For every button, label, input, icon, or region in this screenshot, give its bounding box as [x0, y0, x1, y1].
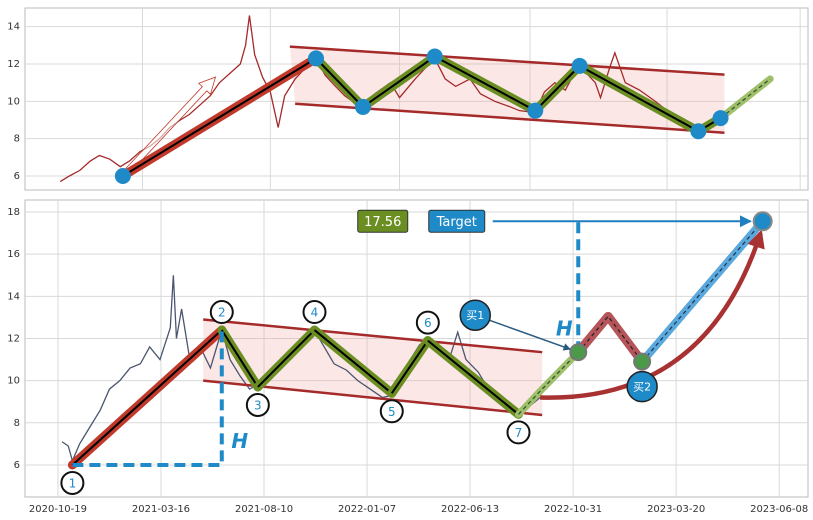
pivot-label-circle: [245, 392, 270, 417]
pattern-center: [579, 64, 699, 133]
height-label: H: [556, 317, 573, 341]
buy-pointer: [488, 319, 571, 351]
channel-fill: [203, 319, 543, 416]
pivot-marker: [712, 110, 729, 127]
projection-center: [518, 351, 579, 415]
pivot-marker: [571, 57, 588, 74]
pattern-center: [362, 55, 436, 108]
pivot-label: 4: [311, 306, 319, 320]
projection-center: [720, 78, 771, 119]
height-line: [72, 330, 224, 467]
pivot-marker: [114, 168, 131, 184]
pivot-marker: [354, 98, 371, 115]
scenario-center: [577, 315, 643, 363]
y-tick-label: 12: [7, 333, 20, 344]
pivot-label: 6: [424, 316, 432, 330]
buy-label: 买2: [633, 381, 651, 394]
pivot-marker: [308, 50, 325, 67]
y-tick-label: 14: [7, 22, 20, 33]
x-tick-label: 2023-03-20: [647, 504, 705, 515]
x-tick-label: 2023-06-08: [750, 504, 808, 515]
value-box: [357, 209, 409, 233]
y-tick-label: 6: [14, 171, 20, 182]
buy-badge: [459, 299, 492, 331]
plot-area: [24, 199, 809, 498]
pivot-label-circle: [302, 300, 327, 325]
pivot-label: 1: [69, 476, 77, 490]
pivot-label-circle: [506, 420, 531, 445]
buy-point: [633, 352, 652, 371]
pattern-center: [71, 329, 223, 466]
trend-arrow: [120, 76, 217, 179]
x-tick-label: 2021-08-10: [235, 504, 293, 515]
pattern-center: [220, 329, 259, 388]
y-tick-label: 12: [7, 59, 20, 70]
pivot-label: 3: [254, 398, 262, 412]
x-tick-label: 2022-10-31: [544, 504, 602, 515]
pivot-marker: [690, 123, 707, 140]
pattern-center: [427, 339, 520, 416]
target-box: [428, 209, 486, 233]
y-tick-label: 18: [7, 207, 20, 218]
y-tick-label: 10: [7, 376, 20, 387]
target-marker: [752, 211, 773, 232]
x-tick-label: 2022-01-07: [338, 504, 396, 515]
pattern-center: [534, 65, 581, 112]
pattern-center: [313, 329, 393, 395]
target-label: Target: [436, 215, 477, 230]
y-tick-label: 14: [7, 291, 20, 302]
y-tick-label: 8: [14, 134, 20, 145]
pattern-center: [257, 329, 316, 388]
x-tick-label: 2022-06-13: [441, 504, 499, 515]
pivot-label-circle: [379, 399, 404, 424]
breakout-center: [641, 220, 764, 363]
y-tick-label: 10: [7, 96, 20, 107]
buy-badge: [626, 370, 658, 403]
pattern-center: [434, 55, 536, 112]
pivot-label-circle: [415, 310, 440, 335]
pattern-center: [122, 57, 317, 177]
buy-point: [569, 343, 588, 362]
y-tick-label: 16: [7, 249, 20, 260]
pivot-label: 5: [388, 405, 396, 419]
target-value: 17.56: [364, 215, 401, 230]
forecast-curve: [540, 229, 765, 400]
pivot-label-circle: [209, 300, 234, 325]
pivot-marker: [426, 48, 443, 65]
y-tick-label: 8: [14, 418, 20, 429]
pivot-label: 2: [218, 306, 226, 320]
channel-line: [203, 318, 543, 354]
x-tick-label: 2020-10-19: [29, 504, 87, 515]
height-label: H: [231, 429, 248, 453]
pivot-label: 7: [515, 426, 523, 440]
y-tick-label: 6: [14, 460, 20, 471]
pivot-marker: [527, 102, 544, 119]
channel-line: [289, 45, 725, 76]
pattern-center: [315, 57, 364, 108]
x-tick-label: 2021-03-16: [132, 504, 190, 515]
pattern-center: [390, 340, 429, 394]
pivot-label-circle: [60, 470, 85, 495]
buy-label: 买1: [466, 309, 484, 322]
